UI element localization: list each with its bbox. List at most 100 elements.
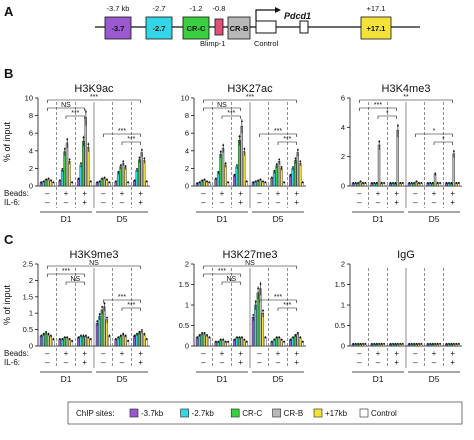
beads-value: + (276, 349, 281, 358)
locus-tick-label: -1.2 (190, 4, 203, 13)
sig-label: *** (127, 136, 135, 143)
bar (121, 334, 125, 347)
bar (63, 151, 66, 187)
bar (289, 175, 292, 187)
bar (277, 337, 281, 347)
data-point (208, 336, 211, 339)
data-point (380, 342, 383, 345)
il6-value: + (450, 198, 455, 207)
il6-value: + (138, 198, 143, 207)
y-axis-label: % of input (2, 284, 12, 325)
bar (142, 334, 146, 347)
y-tick-label: 2 (341, 260, 345, 269)
data-point (301, 340, 304, 343)
bar (242, 151, 246, 187)
data-point (114, 338, 117, 340)
y-axis-label: % of input (2, 121, 12, 162)
data-point (278, 336, 281, 339)
locus-box (145, 16, 173, 40)
data-point (240, 120, 243, 123)
data-point (383, 342, 386, 345)
sig-label: *** (118, 294, 126, 301)
y-tick-label: 2.5 (23, 260, 33, 269)
data-point (373, 342, 376, 345)
bar (44, 332, 48, 347)
beads-value: + (294, 189, 299, 198)
sig-label: ** (403, 94, 409, 101)
data-point (420, 181, 423, 184)
bar (280, 168, 283, 187)
il6-value: + (294, 198, 299, 207)
sig-label: * (442, 136, 445, 143)
bar (95, 322, 99, 347)
y-tick-label: 1 (185, 301, 189, 310)
sig-label: *** (283, 302, 291, 309)
data-point (124, 334, 127, 337)
locus-box-label: +17.1 (367, 24, 386, 33)
data-point (206, 334, 208, 336)
data-point (364, 342, 367, 345)
data-point (245, 180, 248, 183)
data-point (396, 124, 399, 127)
data-point (352, 342, 355, 345)
data-point (426, 342, 429, 345)
data-point (98, 180, 101, 183)
sig-label: *** (283, 136, 291, 143)
day1-label: D1 (373, 374, 384, 384)
data-point (383, 181, 386, 184)
il6-value: – (257, 358, 262, 367)
data-point (408, 181, 411, 184)
data-point (214, 340, 217, 343)
data-point (354, 342, 357, 345)
bar (238, 140, 241, 187)
data-point (450, 342, 453, 345)
data-point (108, 334, 111, 337)
bar (100, 309, 104, 347)
data-point (240, 336, 243, 339)
beads-value: – (357, 349, 362, 358)
data-point (392, 181, 394, 184)
beads-value: + (394, 349, 399, 358)
bar (77, 337, 80, 347)
data-point (138, 156, 141, 159)
beads-row-label: Beads: (4, 189, 29, 198)
sig-label: NS (89, 260, 99, 267)
data-point (413, 342, 416, 345)
y-tick-label: 0.5 (179, 321, 189, 330)
data-point (58, 179, 61, 182)
bar (135, 169, 139, 187)
beads-value: + (64, 189, 69, 198)
data-point (410, 181, 413, 184)
bar (235, 166, 239, 187)
bar (294, 160, 297, 187)
data-point (96, 181, 99, 184)
data-point (117, 170, 120, 173)
data-point (233, 173, 236, 176)
bar (275, 165, 278, 187)
data-point (238, 135, 241, 138)
bar (84, 335, 87, 347)
beads-value: + (120, 349, 125, 358)
il6-value: – (376, 358, 381, 367)
beads-value: – (257, 189, 262, 198)
data-point (198, 181, 201, 184)
legend-items: -3.7kb -2.7kb CR-C CR-B +17kb Control (129, 408, 397, 418)
data-point (222, 338, 225, 341)
il6-value: – (101, 198, 106, 207)
bar (240, 337, 243, 347)
il6-value: – (45, 358, 50, 367)
data-point (415, 342, 418, 345)
sig-label: *** (127, 302, 135, 309)
legend-frame (67, 401, 463, 425)
beads-value: + (450, 189, 455, 198)
bar (224, 164, 227, 187)
data-point (294, 334, 297, 336)
data-point (370, 181, 373, 184)
data-point (262, 180, 264, 183)
data-point (82, 334, 85, 337)
data-point (445, 181, 448, 184)
y-tick-label: 8 (29, 111, 33, 120)
bar (277, 161, 281, 187)
bar (140, 331, 143, 347)
data-point (47, 332, 50, 335)
